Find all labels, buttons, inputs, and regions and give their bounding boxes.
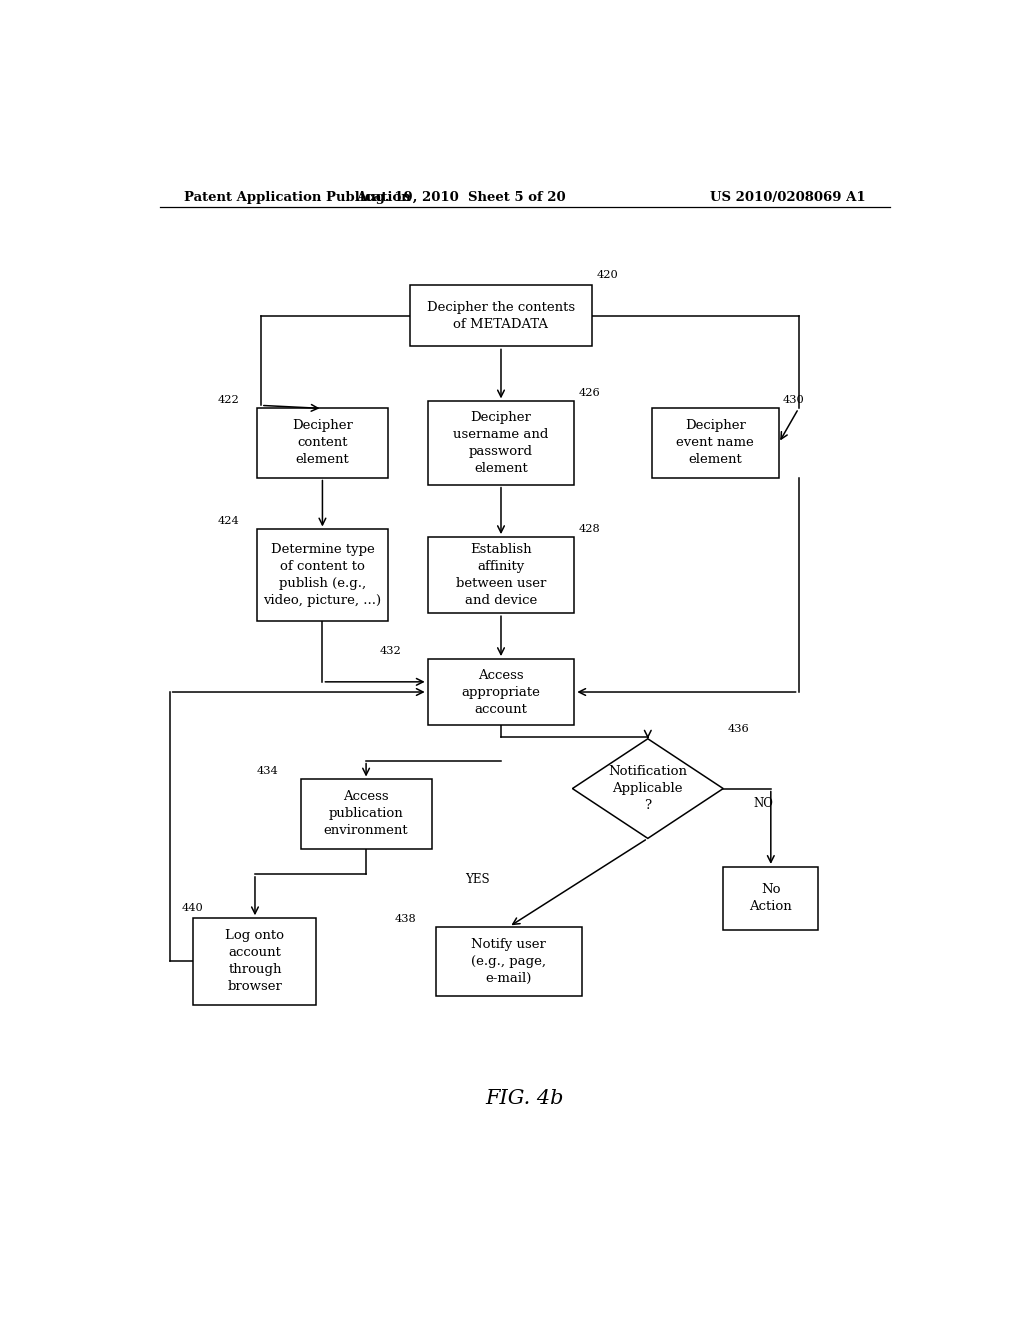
Bar: [428, 659, 574, 725]
Text: Decipher the contents
of METADATA: Decipher the contents of METADATA: [427, 301, 575, 331]
Text: Decipher
event name
element: Decipher event name element: [677, 420, 754, 466]
Text: 436: 436: [727, 723, 749, 734]
Text: Decipher
content
element: Decipher content element: [292, 420, 353, 466]
Text: 432: 432: [380, 645, 401, 656]
Text: No
Action: No Action: [750, 883, 793, 913]
Text: 426: 426: [579, 388, 600, 399]
Text: Notification
Applicable
?: Notification Applicable ?: [608, 766, 687, 812]
Bar: [257, 529, 388, 620]
Text: Aug. 19, 2010  Sheet 5 of 20: Aug. 19, 2010 Sheet 5 of 20: [356, 190, 566, 203]
Bar: [428, 401, 574, 484]
Bar: [410, 285, 592, 346]
Text: Decipher
username and
password
element: Decipher username and password element: [454, 411, 549, 475]
Text: 440: 440: [181, 903, 204, 913]
Bar: [301, 779, 431, 849]
Bar: [723, 867, 818, 929]
Text: Log onto
account
through
browser: Log onto account through browser: [225, 929, 285, 994]
Bar: [428, 537, 574, 614]
Text: 438: 438: [394, 913, 416, 924]
Text: 430: 430: [782, 395, 805, 405]
Text: 422: 422: [217, 395, 239, 405]
Text: Patent Application Publication: Patent Application Publication: [183, 190, 411, 203]
Polygon shape: [572, 739, 723, 838]
Bar: [435, 927, 583, 995]
Text: Access
appropriate
account: Access appropriate account: [462, 668, 541, 715]
Text: US 2010/0208069 A1: US 2010/0208069 A1: [711, 190, 866, 203]
Text: 424: 424: [217, 516, 239, 527]
Bar: [652, 408, 779, 478]
Bar: [194, 919, 316, 1005]
Text: Establish
affinity
between user
and device: Establish affinity between user and devi…: [456, 543, 546, 607]
Text: 420: 420: [596, 271, 617, 280]
Text: NO: NO: [753, 797, 773, 810]
Text: 434: 434: [257, 767, 279, 776]
Text: Notify user
(e.g., page,
e-mail): Notify user (e.g., page, e-mail): [471, 937, 547, 985]
Text: 428: 428: [579, 524, 600, 533]
Text: FIG. 4b: FIG. 4b: [485, 1089, 564, 1107]
Bar: [257, 408, 388, 478]
Text: Determine type
of content to
publish (e.g.,
video, picture, ...): Determine type of content to publish (e.…: [263, 543, 382, 607]
Text: Access
publication
environment: Access publication environment: [324, 791, 409, 837]
Text: YES: YES: [465, 873, 489, 886]
